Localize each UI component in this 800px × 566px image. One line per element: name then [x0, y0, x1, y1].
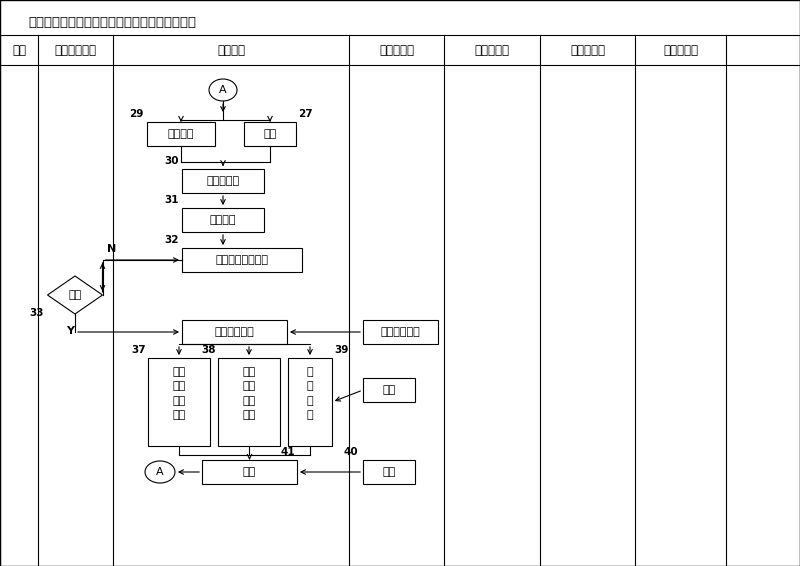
Text: 沉降: 沉降 — [242, 381, 256, 391]
Bar — [147, 122, 215, 146]
Bar — [148, 358, 210, 446]
Ellipse shape — [209, 79, 237, 101]
Bar — [182, 320, 287, 344]
Bar — [218, 358, 280, 446]
Text: 30: 30 — [165, 156, 179, 166]
Text: 41: 41 — [280, 447, 295, 457]
Text: 31: 31 — [165, 195, 179, 205]
Text: 40: 40 — [343, 447, 358, 457]
Text: 流程拥有者：项目公司、下属企业、直属项目部: 流程拥有者：项目公司、下属企业、直属项目部 — [28, 15, 196, 28]
Text: N: N — [106, 244, 116, 254]
Text: 32: 32 — [165, 235, 179, 245]
Text: 27: 27 — [298, 109, 313, 119]
Text: 委托: 委托 — [242, 367, 256, 377]
Text: 37: 37 — [131, 345, 146, 355]
Bar — [202, 460, 297, 484]
Text: 开工: 开工 — [243, 467, 256, 477]
Text: 29: 29 — [130, 109, 144, 119]
Bar — [363, 378, 415, 402]
Text: 建: 建 — [306, 381, 314, 391]
Text: 手续: 手续 — [382, 467, 396, 477]
Text: Y: Y — [66, 326, 74, 336]
Bar — [288, 358, 332, 446]
Bar — [244, 122, 296, 146]
Text: A: A — [219, 85, 227, 95]
Bar — [363, 460, 415, 484]
Text: 总包单位招标: 总包单位招标 — [381, 327, 420, 337]
Text: 项目公司: 项目公司 — [217, 44, 245, 57]
Text: 观测: 观测 — [242, 410, 256, 420]
Text: 规划设计部: 规划设计部 — [570, 44, 605, 57]
Ellipse shape — [145, 461, 175, 483]
Text: 项目建设总体方案: 项目建设总体方案 — [215, 255, 269, 265]
Text: 设计交底: 设计交底 — [210, 215, 236, 225]
Text: 降水: 降水 — [263, 129, 277, 139]
Text: 施工图会审: 施工图会审 — [206, 176, 239, 186]
Text: 审核: 审核 — [68, 290, 82, 300]
Text: 投资拓展部: 投资拓展部 — [474, 44, 510, 57]
Text: 总经理办公会: 总经理办公会 — [54, 44, 97, 57]
Text: 临: 临 — [306, 367, 314, 377]
Bar — [363, 320, 438, 344]
Polygon shape — [47, 276, 102, 314]
Text: 搭: 搭 — [306, 396, 314, 406]
Text: 委托: 委托 — [172, 367, 186, 377]
Text: 39: 39 — [334, 345, 348, 355]
Bar — [182, 248, 302, 272]
Bar — [182, 169, 264, 193]
Text: 造价采购部: 造价采购部 — [663, 44, 698, 57]
Text: 安全: 安全 — [172, 396, 186, 406]
Text: 防雷: 防雷 — [242, 396, 256, 406]
Text: 柑梁养护: 柑梁养护 — [168, 129, 194, 139]
Text: 设: 设 — [306, 410, 314, 420]
Text: 工程管理部: 工程管理部 — [379, 44, 414, 57]
Text: 监督: 监督 — [172, 410, 186, 420]
Text: 38: 38 — [202, 345, 216, 355]
Text: 33: 33 — [29, 308, 43, 318]
Text: A: A — [156, 467, 164, 477]
Text: 时间: 时间 — [12, 44, 26, 57]
Text: 总包单位进场: 总包单位进场 — [214, 327, 254, 337]
Bar — [182, 208, 264, 232]
Text: 质量: 质量 — [172, 381, 186, 391]
Text: 手续: 手续 — [382, 385, 396, 395]
